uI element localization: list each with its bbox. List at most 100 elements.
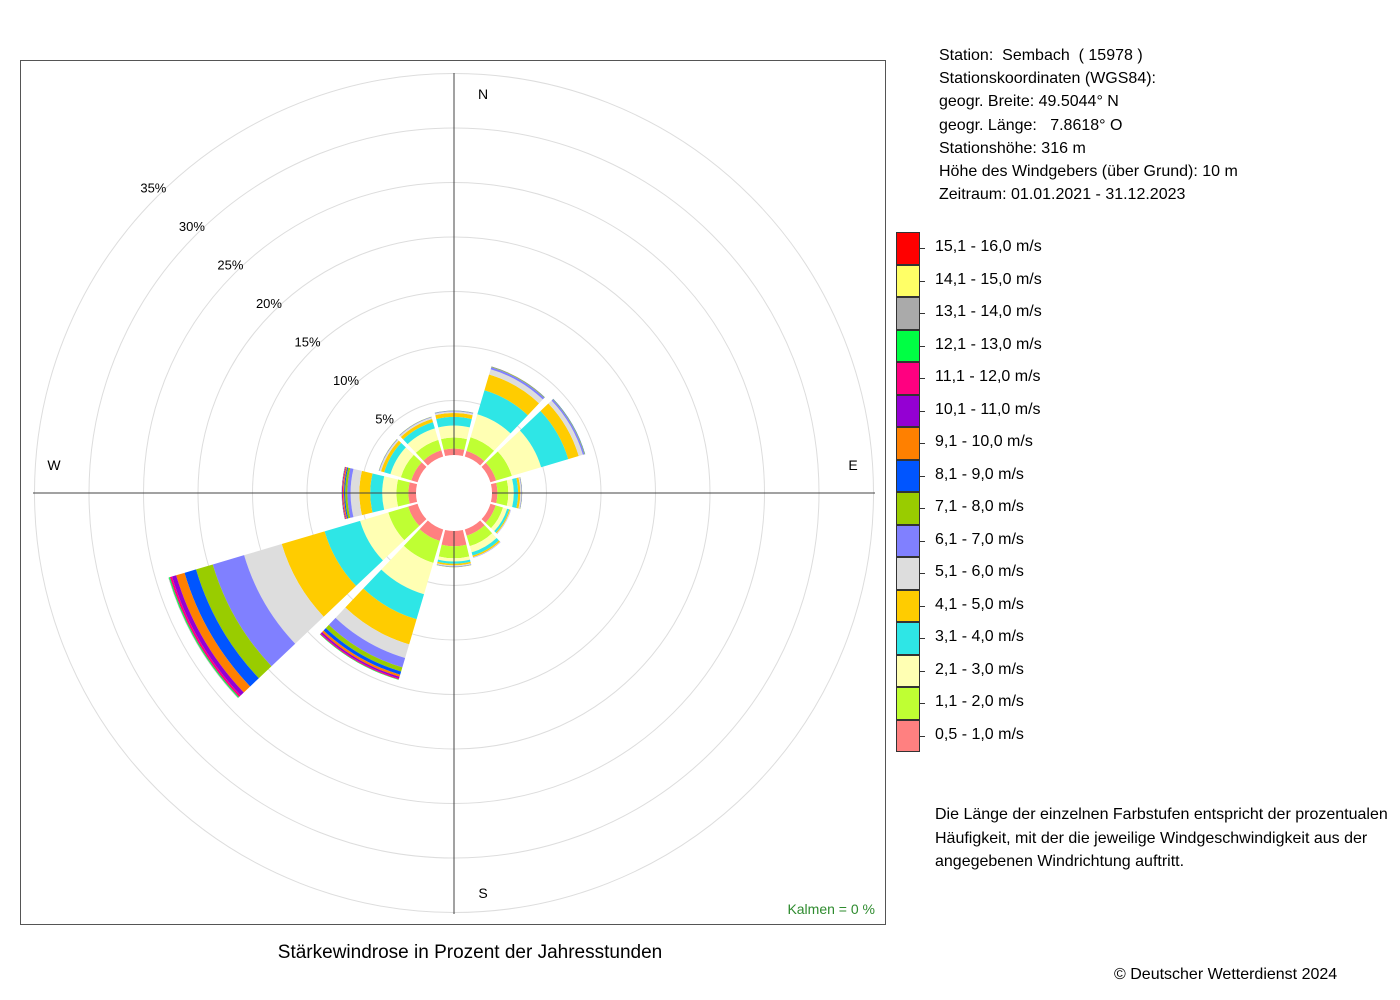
time-period-line: Zeitraum: 01.01.2021 - 31.12.2023 [939, 186, 1186, 204]
wind-sector-segment [381, 545, 434, 595]
wind-sector-segment [436, 564, 472, 567]
copyright-notice: © Deutscher Wetterdienst 2024 [1114, 966, 1338, 983]
wind-sector-segment [548, 400, 583, 457]
calm-percentage-label: Kalmen = 0 % [787, 901, 875, 917]
chart-title: Stärkewindrose in Prozent der Jahresstun… [277, 942, 663, 963]
legend-swatch [896, 622, 920, 655]
legend-tick [920, 540, 925, 542]
legend-swatch [896, 459, 920, 492]
wind-sector-segment [341, 466, 345, 520]
legend-label: 15,1 - 16,0 m/s [935, 238, 1042, 256]
wind-sector-segment [464, 520, 485, 536]
wind-sector-segment [325, 624, 403, 672]
wind-sector-segment [390, 447, 414, 478]
legend-swatch [896, 264, 920, 297]
wind-sector-segment [342, 467, 348, 519]
wind-sector-segment [360, 512, 405, 561]
wind-sector-segment [388, 506, 420, 541]
legend-tick [920, 248, 925, 250]
legend-swatch [896, 492, 920, 525]
legend-swatch [896, 589, 920, 622]
wind-sector-segment [434, 410, 474, 414]
wind-sector-segment [495, 509, 511, 534]
station-coordinates-heading: Stationskoordinaten (WGS84): [939, 70, 1156, 88]
legend-label: 6,1 - 7,0 m/s [935, 530, 1024, 548]
speed-legend: 15,1 - 16,0 m/s 14,1 - 15,0 m/s 13,1 - 14,… [896, 232, 1196, 753]
wind-sector-segment [419, 520, 444, 541]
wind-sector-segment [344, 467, 349, 519]
wind-sector-segment [481, 462, 497, 483]
radial-tick-label: 15% [295, 335, 321, 350]
legend-swatch [896, 362, 920, 395]
wind-sector-segment [466, 437, 495, 462]
wind-sector-segment [434, 410, 474, 413]
legend-tick [920, 280, 925, 282]
legend-tick [920, 638, 925, 640]
station-longitude-line: geogr. Länge: 7.8618° O [939, 116, 1123, 134]
legend-tick [920, 378, 925, 380]
wind-sector-segment [519, 410, 569, 468]
wind-sector-segment [400, 418, 433, 440]
wind-sector-segment [540, 403, 579, 460]
legend-tick [920, 345, 925, 347]
wind-sector-segment [411, 462, 427, 483]
legend-swatch [896, 687, 920, 720]
wind-sector-segment [477, 390, 528, 434]
wind-sector-segment [415, 439, 442, 461]
legend-label: 8,1 - 9,0 m/s [935, 465, 1024, 483]
wind-sector-segment [481, 503, 496, 523]
wind-sector-segment [384, 442, 406, 475]
direction-label-south: S [478, 885, 487, 901]
wind-sector-segment [399, 417, 433, 437]
wind-sector-segment [490, 367, 545, 400]
legend-label: 11,1 - 12,0 m/s [935, 368, 1041, 386]
wind-sector-segment [323, 628, 402, 675]
legend-tick [920, 605, 925, 607]
station-info-panel: Station: Sembach ( 15978 ) Stationskoord… [939, 44, 1238, 206]
legend-label: 13,1 - 14,0 m/s [935, 303, 1042, 321]
legend-label: 10,1 - 11,0 m/s [935, 400, 1041, 418]
anemometer-height-line: Höhe des Windgebers (über Grund): 10 m [939, 163, 1238, 181]
wind-sector-segment [380, 440, 402, 473]
wind-sector-segment [341, 466, 346, 520]
legend-tick [920, 410, 925, 412]
radial-tick-label: 35% [140, 180, 166, 195]
wind-sector-segment [494, 508, 510, 533]
wind-sector-segment [436, 563, 472, 567]
legend-swatch [896, 654, 920, 687]
wind-sector-segment [485, 451, 512, 481]
wind-sector-segment [184, 569, 259, 687]
legend-label: 0,5 - 1,0 m/s [935, 725, 1024, 743]
wind-sector-segment [472, 540, 501, 558]
wind-sector-segment [484, 374, 540, 416]
legend-tick [920, 313, 925, 315]
legend-swatch [896, 524, 920, 557]
legend-tick [920, 508, 925, 510]
explanation-note: Die Länge der einzelnen Farbstufen entsp… [935, 806, 1388, 870]
legend-tick [920, 670, 925, 672]
wind-sector-segment [176, 572, 251, 693]
legend-tick [920, 443, 925, 445]
legend-label: 3,1 - 4,0 m/s [935, 628, 1024, 646]
wind-sector-segment [400, 454, 422, 481]
wind-sector-segment [379, 439, 399, 472]
legend-swatch [896, 719, 920, 752]
wind-sector-segment [470, 414, 511, 451]
direction-label-east: E [848, 457, 857, 473]
wind-sector-segment [342, 466, 347, 520]
legend-swatch [896, 557, 920, 590]
station-latitude-line: geogr. Breite: 49.5044° N [939, 93, 1119, 111]
wind-sector-segment [403, 422, 435, 445]
wind-sector-segment [497, 430, 542, 476]
station-elevation-line: Stationshöhe: 316 m [939, 139, 1086, 157]
wind-sector-segment [171, 575, 244, 696]
legend-swatch [896, 394, 920, 427]
wind-rose-plot: 5% 10% 15% 20% 25% 30% 35% N E S W Kalmen = 0 … [20, 60, 886, 925]
legend-swatch [896, 297, 920, 330]
legend-label: 5,1 - 6,0 m/s [935, 563, 1024, 581]
radial-tick-label: 5% [375, 412, 394, 427]
wind-sector-segment [423, 450, 444, 466]
legend-tick [920, 703, 925, 705]
wind-sector-segment [491, 507, 508, 532]
wind-sector-segment [345, 588, 417, 645]
